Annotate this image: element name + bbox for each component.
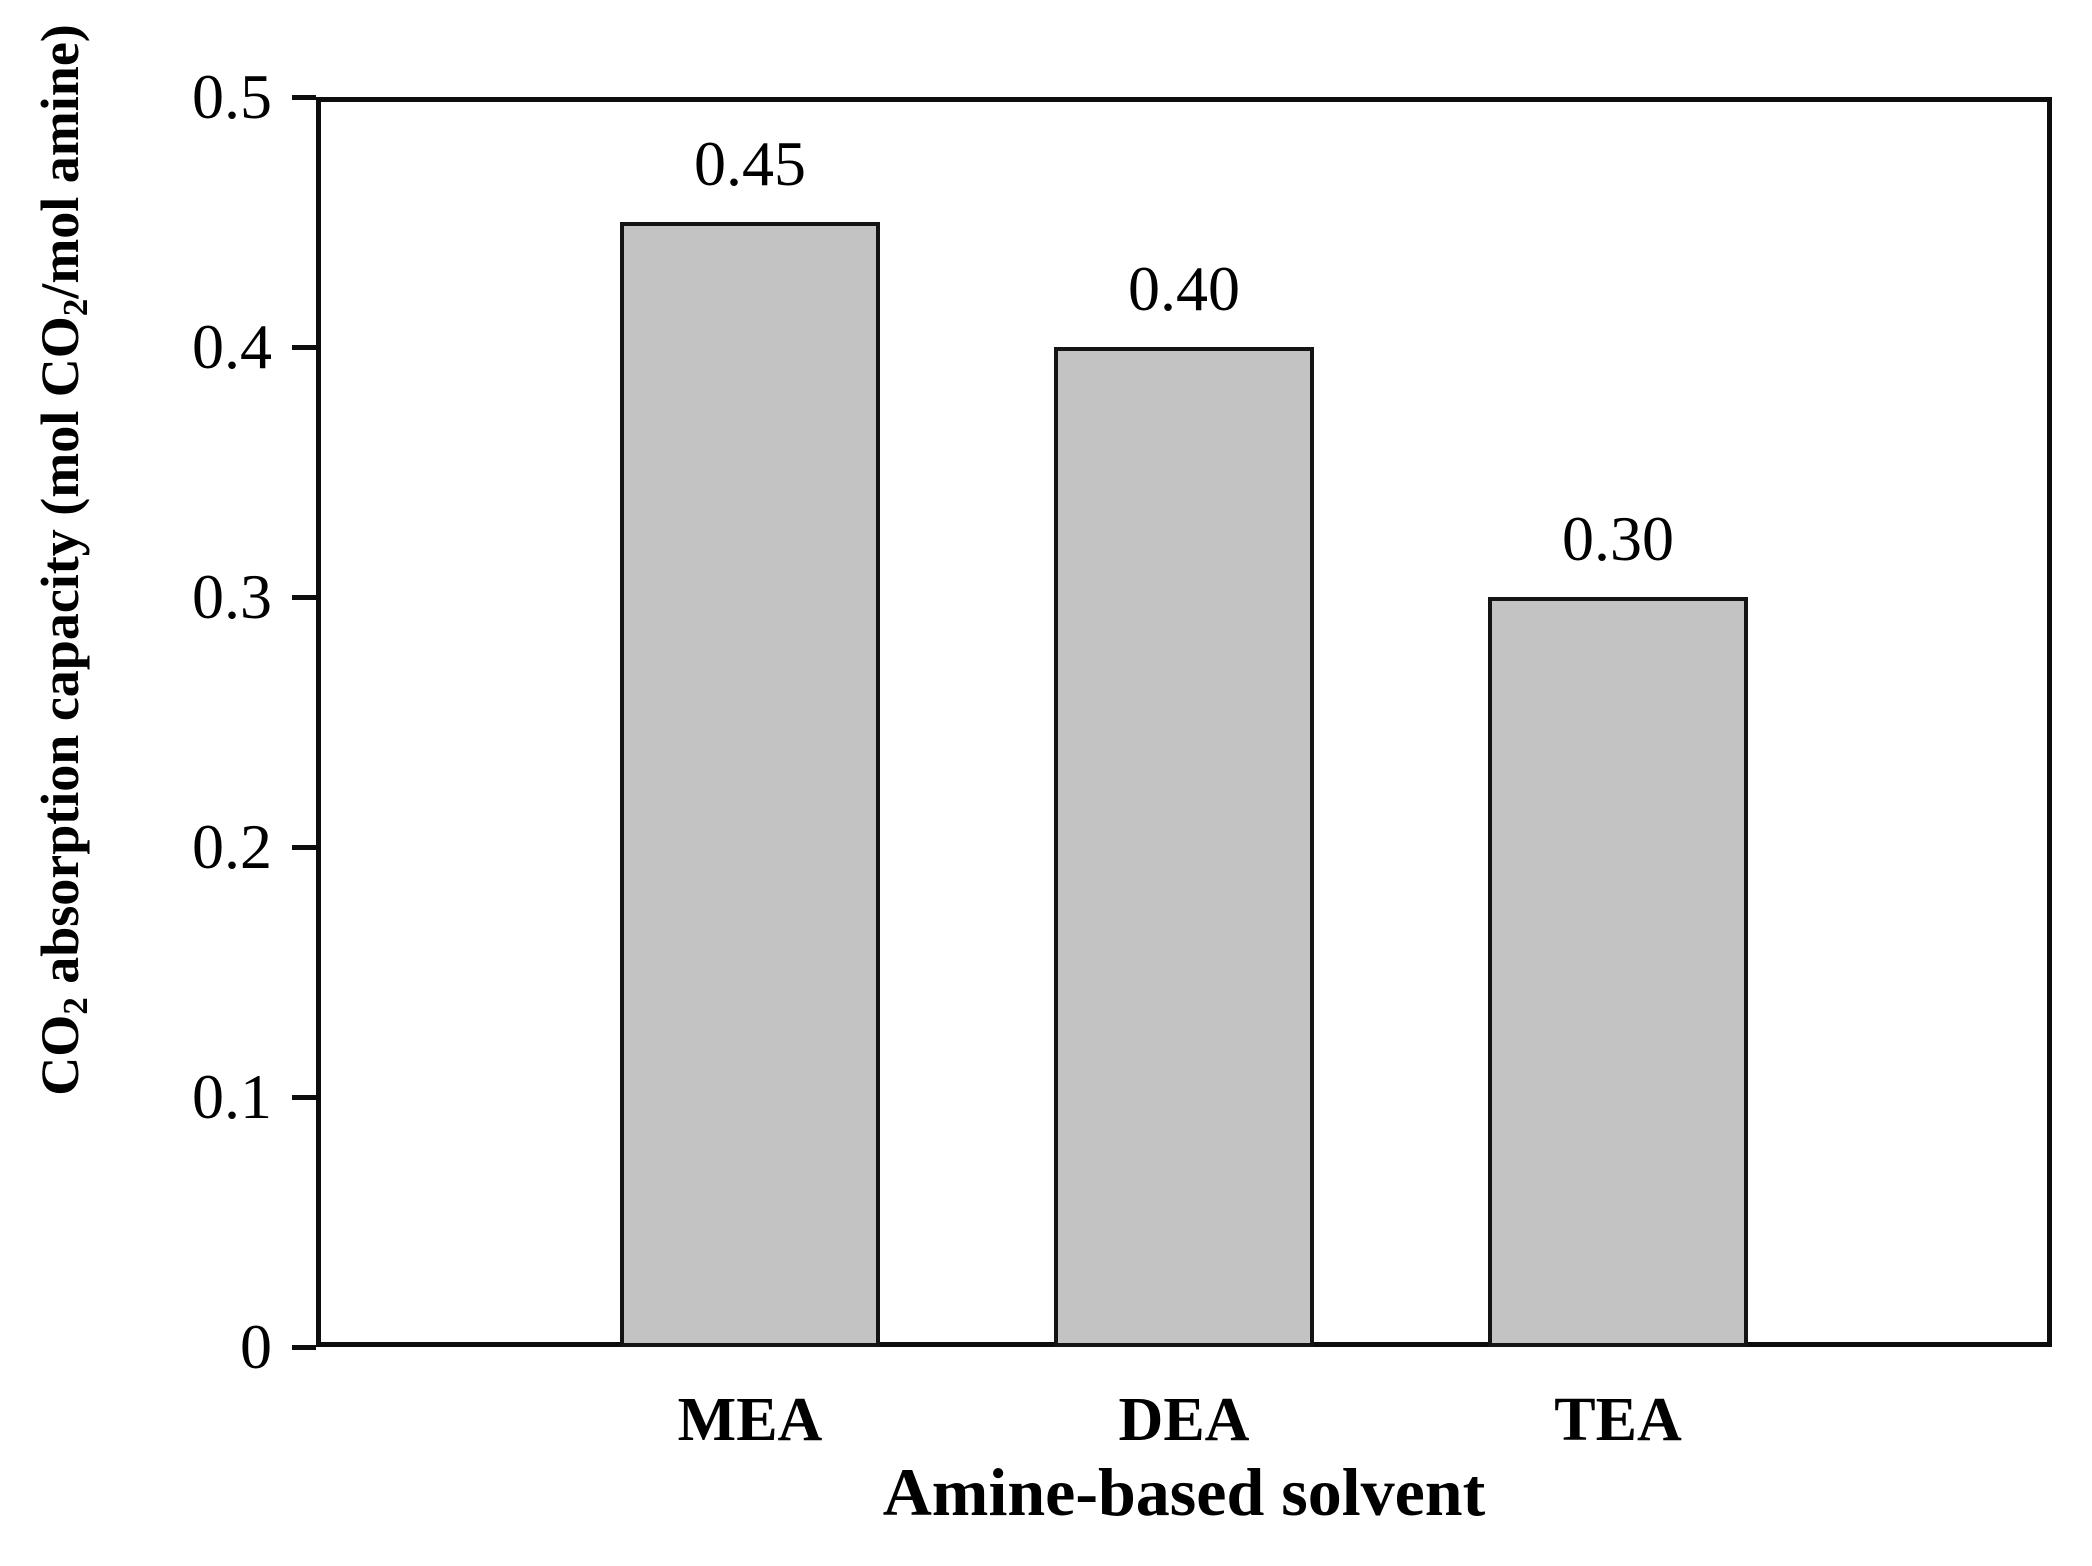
y-tick-mark (292, 1344, 316, 1350)
x-category-label-dea: DEA (1118, 1386, 1250, 1454)
y-axis-title-segment: absorption capacity (mol CO (30, 316, 90, 998)
bar-dea (1054, 347, 1314, 1347)
y-tick-mark (292, 594, 316, 600)
y-axis-title-subscript: 2 (55, 997, 95, 1015)
y-tick-label: 0.4 (192, 311, 272, 382)
y-tick-mark (292, 94, 316, 100)
x-axis-title: Amine-based solvent (882, 1454, 1486, 1530)
bar-mea (620, 222, 880, 1347)
y-tick-label: 0.3 (192, 561, 272, 632)
bar-value-label: 0.40 (1128, 253, 1240, 324)
bar-tea (1488, 597, 1748, 1347)
y-tick-label: 0.5 (192, 61, 272, 132)
bar-value-label: 0.45 (694, 128, 806, 199)
bar-value-label: 0.30 (1562, 503, 1674, 574)
x-category-label-tea: TEA (1554, 1386, 1682, 1454)
y-tick-label: 0.2 (192, 811, 272, 882)
y-tick-label: 0 (240, 1311, 272, 1382)
x-category-label-mea: MEA (677, 1386, 823, 1454)
y-tick-label: 0.1 (192, 1061, 272, 1132)
y-tick-mark (292, 1094, 316, 1100)
y-tick-mark (292, 844, 316, 850)
y-tick-mark (292, 344, 316, 350)
